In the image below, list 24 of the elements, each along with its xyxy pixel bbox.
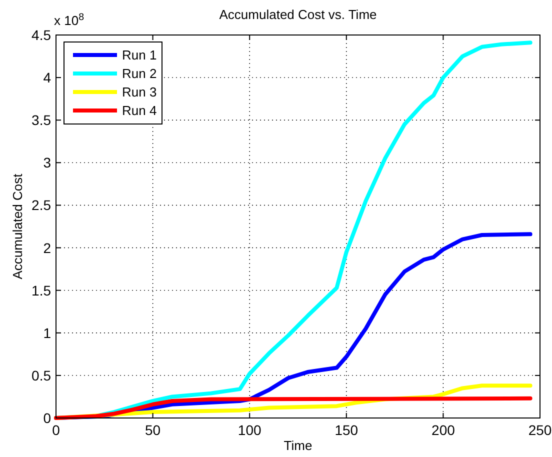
y-tick-label: 1.5	[32, 282, 52, 298]
y-tick-label: 2.5	[32, 197, 52, 214]
line-series	[54, 396, 532, 420]
y-tick-label: 4	[43, 70, 52, 86]
y-axis-title: Accumulated Cost	[10, 173, 25, 280]
x-tick-label: 200	[432, 422, 456, 438]
y-tick-label: 3	[43, 154, 52, 171]
y-tick-label: 4.5	[32, 27, 52, 43]
x-tick-label: 100	[238, 422, 262, 438]
x-tick-label: 50	[145, 422, 161, 438]
y-tick-label: 3.5	[32, 112, 52, 128]
x-axis-title: Time	[284, 438, 312, 453]
legend-label: Run 2	[122, 66, 157, 81]
x-tick-label: 150	[334, 422, 358, 438]
x-tick-label: 250	[528, 422, 552, 438]
y-tick-label: 2	[43, 240, 52, 256]
legend-label: Run 1	[122, 48, 157, 62]
chart-title: Accumulated Cost vs. Time	[219, 7, 377, 22]
text: x 10$^{8}$	[54, 12, 84, 28]
legend-label: Run 3	[122, 84, 157, 100]
y-tick-label: 0	[43, 410, 52, 426]
y-tick-label: 0.5	[32, 367, 52, 384]
y-tick-label: 1	[43, 324, 52, 341]
legend-label: Run 4	[122, 103, 157, 118]
